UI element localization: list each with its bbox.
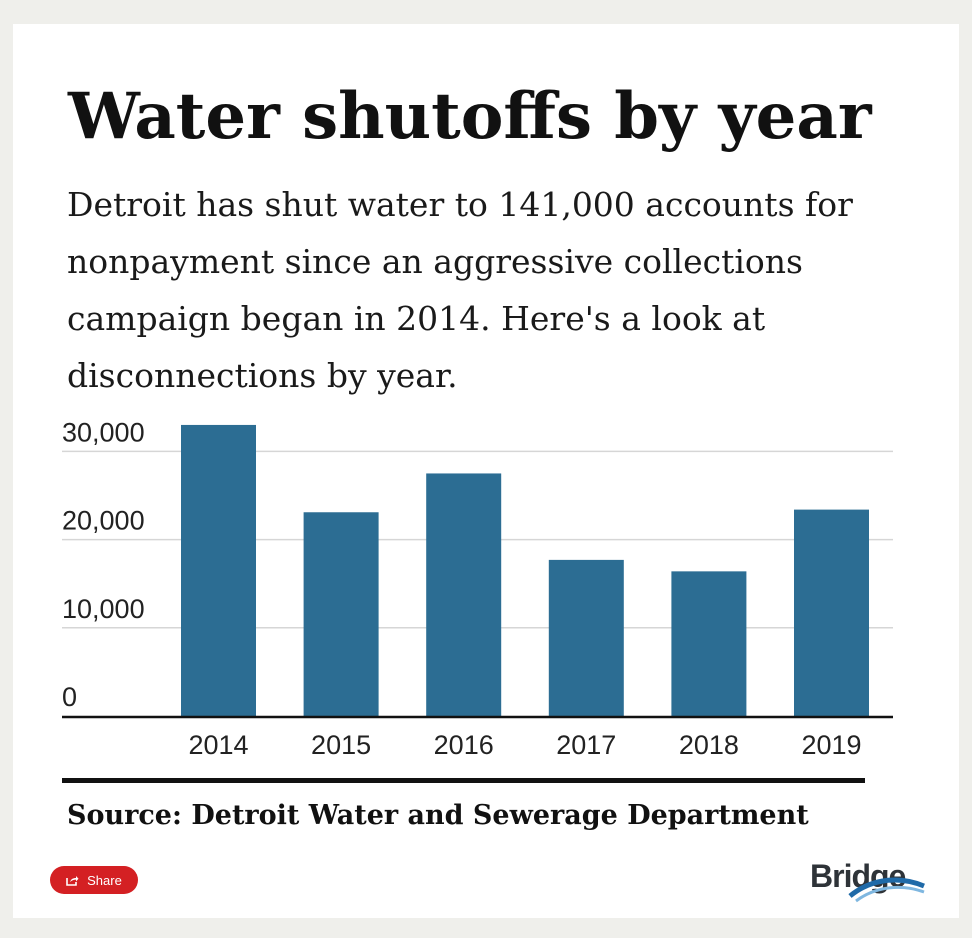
logo-swoosh-icon	[848, 877, 925, 903]
bar-2018	[671, 571, 747, 716]
bar-2015	[303, 512, 379, 716]
chart-subtitle: Detroit has shut water to 141,000 accoun…	[67, 185, 853, 395]
bar-2014	[181, 424, 256, 716]
y-tick-label: 0	[62, 682, 77, 712]
chart-title: Water shutoffs by year	[68, 79, 872, 154]
share-label: Share	[87, 872, 122, 888]
share-button[interactable]: Share	[50, 866, 138, 894]
x-tick-label: 2017	[556, 730, 616, 760]
x-tick-label: 2014	[188, 730, 248, 760]
bar-2016	[426, 473, 502, 716]
y-tick-label: 10,000	[62, 594, 145, 624]
source-note: Source: Detroit Water and Sewerage Depar…	[67, 800, 809, 831]
bar-2019	[794, 509, 869, 716]
x-tick-label: 2016	[434, 730, 494, 760]
x-tick-label: 2015	[311, 730, 371, 760]
bridge-logo: Bridge	[810, 856, 926, 904]
y-tick-label: 30,000	[62, 417, 145, 447]
y-tick-label: 20,000	[62, 506, 145, 536]
x-tick-label: 2019	[801, 730, 861, 760]
share-icon	[66, 876, 79, 886]
source-divider	[62, 778, 865, 783]
bar-chart: 0 10,000 20,000 30,000 2014 2015 2016 2017 2018 2…	[62, 417, 893, 760]
bar-2017	[548, 559, 624, 716]
x-tick-label: 2018	[679, 730, 739, 760]
graphic-card	[13, 24, 959, 918]
